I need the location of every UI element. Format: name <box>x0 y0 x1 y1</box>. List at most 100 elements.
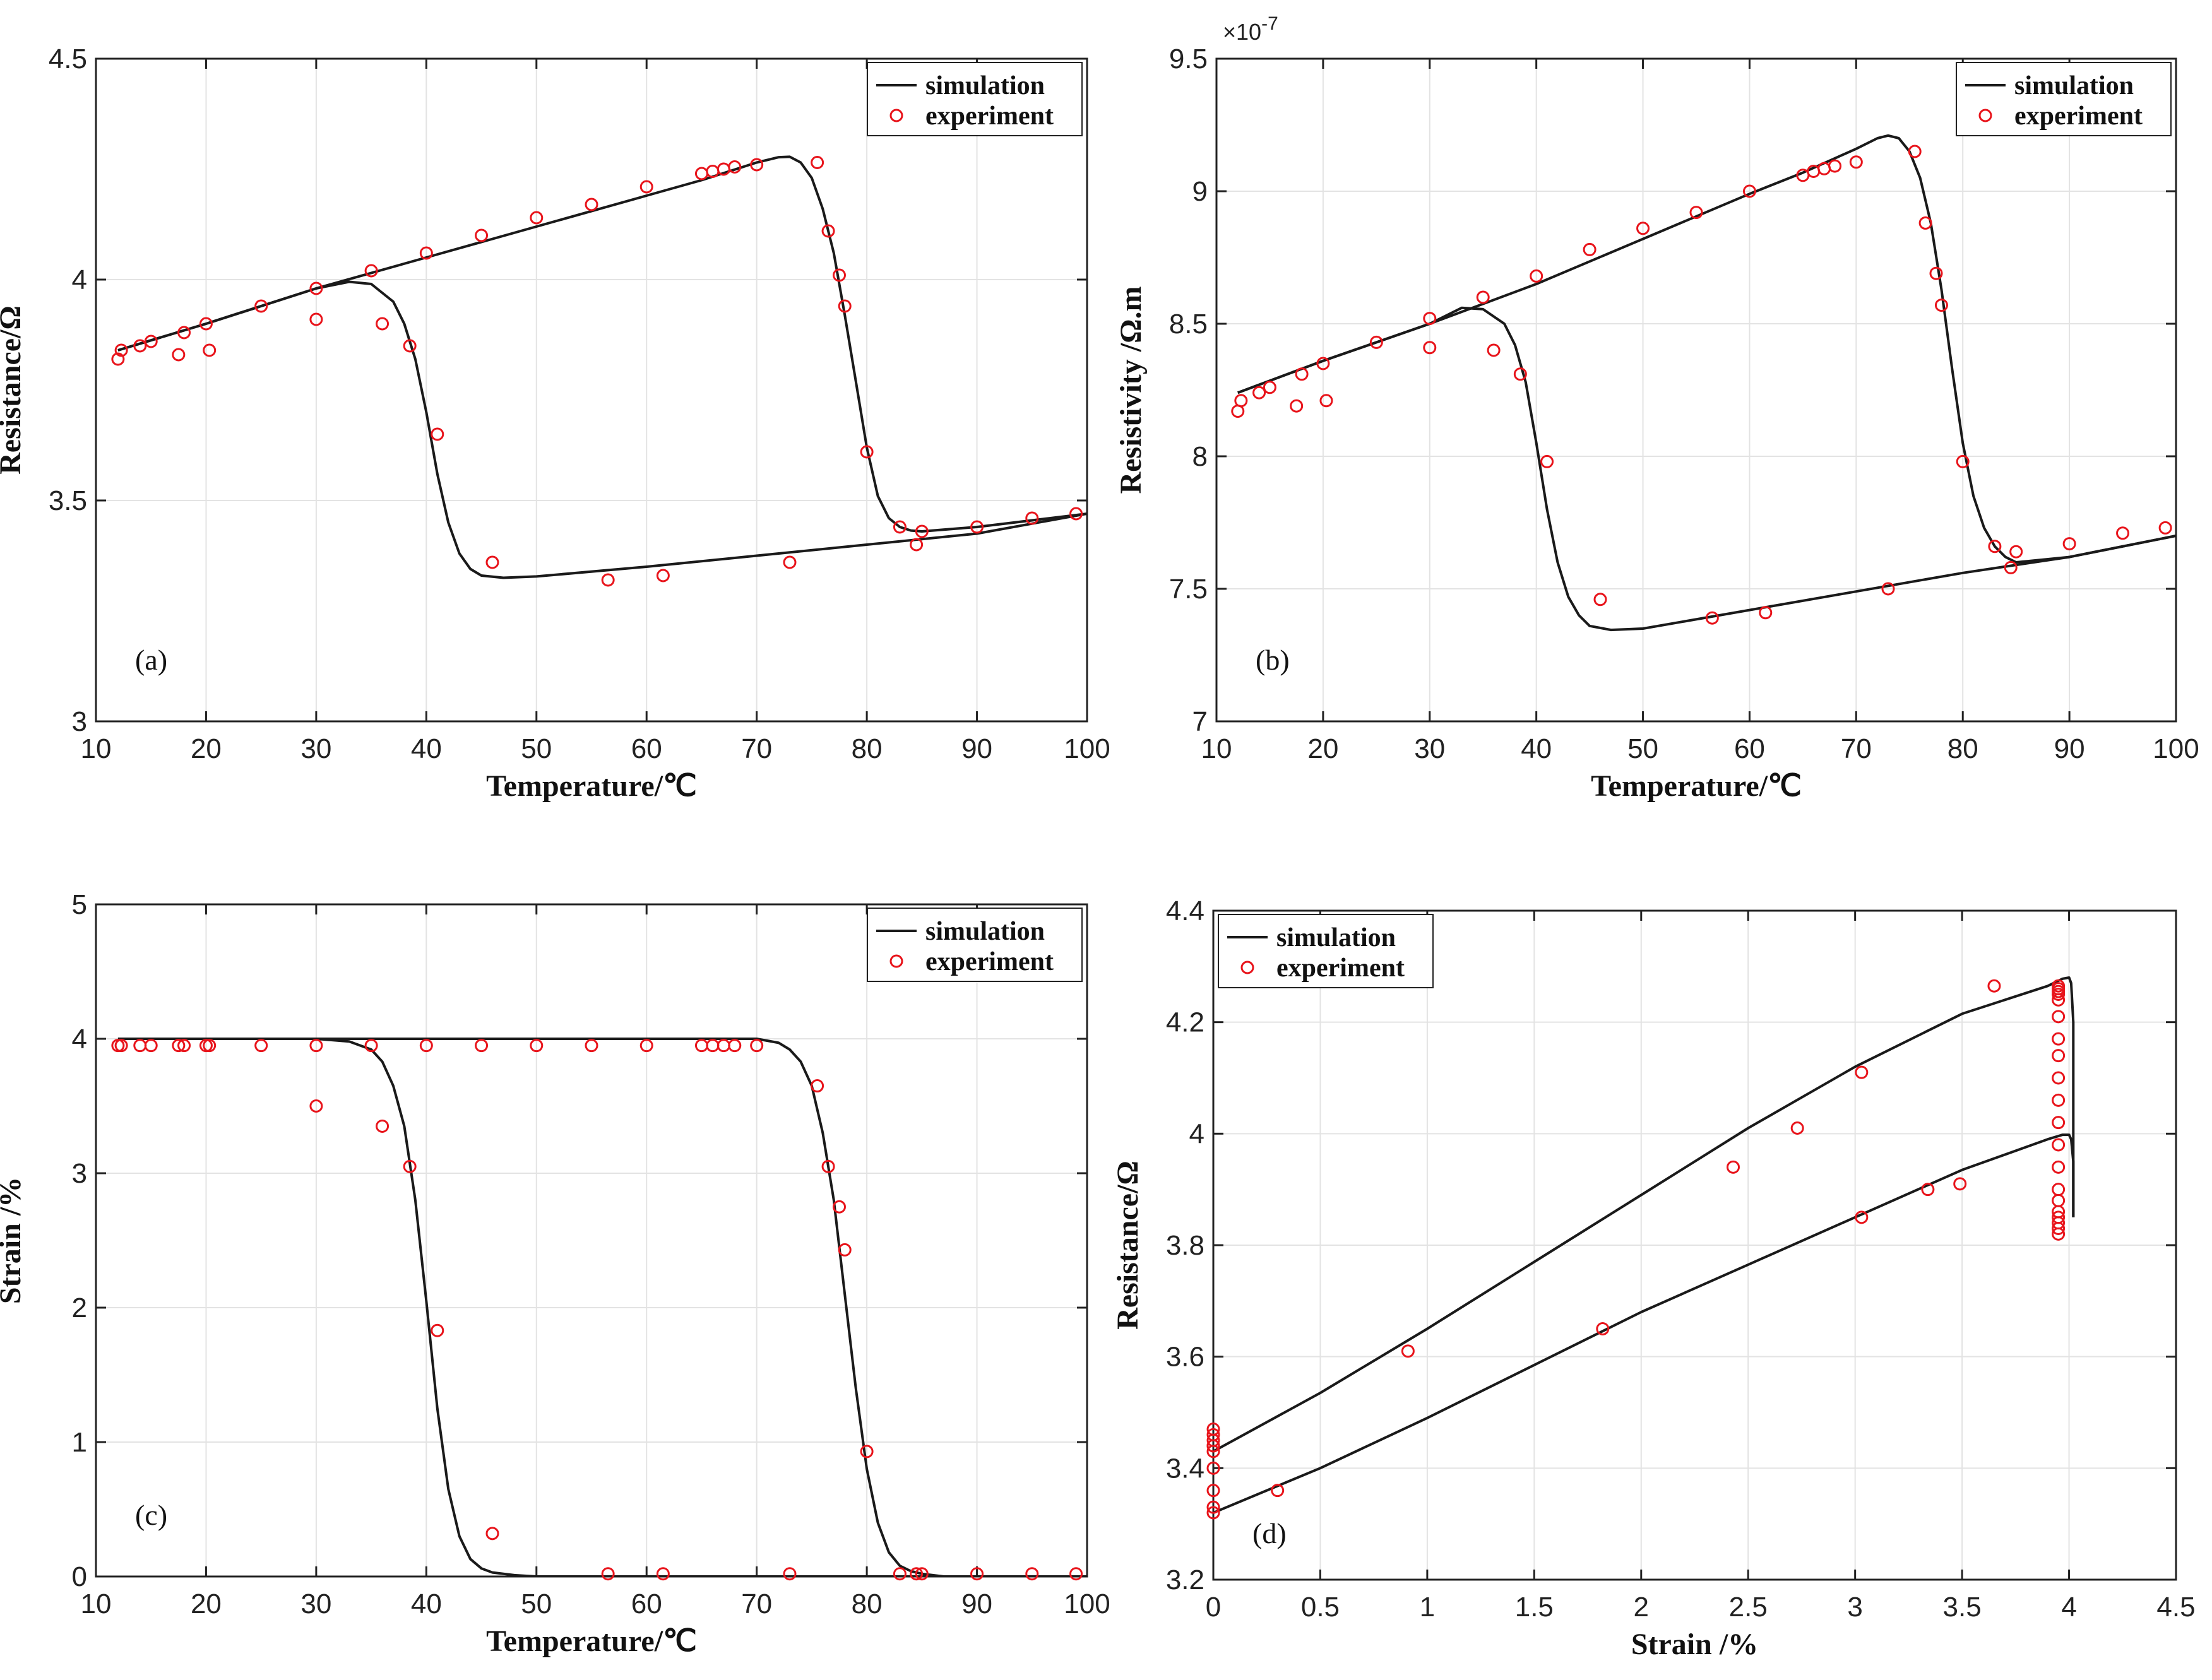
y-tick-label: 9.5 <box>1169 44 1208 74</box>
experiment-point <box>1263 381 1276 394</box>
y-tick-label: 8 <box>1192 441 1208 472</box>
experiment-point <box>1689 206 1703 220</box>
simulation-curve-2 <box>117 155 1087 533</box>
experiment-point <box>419 1039 433 1053</box>
experiment-point <box>1583 242 1597 256</box>
x-tick-label: 2.5 <box>1729 1592 1768 1623</box>
x-tick-label: 2 <box>1634 1592 1649 1623</box>
experiment-point <box>1206 1461 1220 1475</box>
experiment-point <box>910 1567 924 1581</box>
experiment-point <box>203 343 217 357</box>
y-tick-label: 2 <box>72 1293 87 1323</box>
experiment-point <box>585 1039 598 1053</box>
experiment-point <box>1206 1428 1220 1441</box>
experiment-point <box>1231 405 1245 418</box>
experiment-point <box>1401 1344 1415 1358</box>
legend-experiment-swatch <box>1978 109 1992 122</box>
experiment-point <box>1828 159 1842 173</box>
legend-box <box>867 62 1083 136</box>
experiment-point <box>1817 162 1831 175</box>
experiment-point <box>2052 1093 2066 1107</box>
x-tick-label: 80 <box>1947 733 1978 764</box>
x-tick-label: 10 <box>81 1588 112 1619</box>
experiment-point <box>114 1039 128 1053</box>
experiment-point <box>1855 1210 1869 1224</box>
x-tick-label: 90 <box>2054 733 2085 764</box>
experiment-point <box>254 299 268 313</box>
experiment-point <box>1206 1506 1220 1520</box>
experiment-point <box>2004 560 2018 574</box>
experiment-point <box>1849 155 1863 169</box>
experiment-point <box>706 1039 720 1053</box>
experiment-point <box>728 1039 742 1053</box>
y-axis-label: Resistance/Ω <box>0 305 27 475</box>
y-axis-label: Strain /% <box>0 1177 27 1304</box>
experiment-point <box>177 1039 191 1053</box>
experiment-point <box>860 445 874 459</box>
experiment-point <box>431 1323 444 1337</box>
x-tick-label: 70 <box>1841 733 1872 764</box>
panel-b: 10 20 30 40 50 60 70 80 90 100 7 7.5 8 8.5 9 9.5 ×10-7 Te… <box>1114 13 2199 803</box>
experiment-point <box>1530 269 1543 283</box>
x-axis-label: Temperature/℃ <box>486 1624 697 1658</box>
x-tick-label: 50 <box>521 1588 552 1619</box>
x-tick-label: 60 <box>1734 733 1765 764</box>
experiment-point <box>1855 1065 1869 1079</box>
experiment-point <box>1929 266 1943 280</box>
experiment-point <box>144 334 158 348</box>
experiment-point <box>403 339 417 353</box>
experiment-point <box>1918 216 1932 230</box>
y-tick-label: 3.8 <box>1166 1230 1204 1261</box>
experiment-point <box>728 160 742 174</box>
x-axis-label: Temperature/℃ <box>1591 769 1802 803</box>
x-axis-label: Strain /% <box>1631 1628 1758 1661</box>
experiment-point <box>585 198 598 211</box>
experiment-point <box>2052 1010 2066 1024</box>
experiment-point <box>2052 1049 2066 1063</box>
experiment-point <box>1476 290 1490 304</box>
experiment-point <box>1319 394 1333 408</box>
simulation-curve-2 <box>1237 134 2176 564</box>
x-tick-label: 70 <box>741 733 772 764</box>
y-exponent-label: ×10-7 <box>1223 13 1278 45</box>
x-tick-label: 4 <box>2061 1592 2076 1623</box>
x-tick-label: 20 <box>191 1588 222 1619</box>
x-tick-label: 3.5 <box>1943 1592 1982 1623</box>
experiment-point <box>601 573 615 587</box>
legend-box <box>1956 62 2172 136</box>
experiment-point <box>1636 222 1650 235</box>
experiment-point <box>970 1567 984 1581</box>
experiment-point <box>2052 1160 2066 1174</box>
y-tick-label: 3.6 <box>1166 1342 1204 1373</box>
experiment-point <box>821 1159 835 1173</box>
y-tick-label: 3.2 <box>1166 1565 1204 1595</box>
experiment-point <box>1956 454 1970 468</box>
y-tick-label: 3.4 <box>1166 1453 1204 1484</box>
legend-simulation-label: simulation <box>1276 923 1396 952</box>
x-tick-label: 1.5 <box>1515 1592 1554 1623</box>
panel-tag-label: (c) <box>135 1499 167 1531</box>
experiment-point <box>376 317 389 331</box>
legend-experiment-label: experiment <box>925 947 1054 976</box>
experiment-point <box>203 1039 217 1053</box>
experiment-point <box>1790 1121 1804 1135</box>
x-tick-label: 40 <box>411 733 442 764</box>
y-tick-label: 4 <box>72 264 87 295</box>
panel-tag-label: (b) <box>1256 644 1290 676</box>
experiment-point <box>177 326 191 340</box>
experiment-point <box>309 281 323 295</box>
experiment-point <box>1881 582 1895 596</box>
experiment-point <box>172 1039 186 1053</box>
x-tick-label: 50 <box>521 733 552 764</box>
panel-tag-label: (a) <box>135 644 167 676</box>
x-tick-label: 100 <box>2153 733 2199 764</box>
experiment-point <box>1206 1500 1220 1514</box>
y-tick-label: 4.4 <box>1166 896 1204 926</box>
experiment-point <box>1540 454 1554 468</box>
y-tick-label: 8.5 <box>1169 309 1208 340</box>
legend-experiment-swatch <box>889 954 903 968</box>
experiment-point <box>639 1039 653 1053</box>
experiment-point <box>1025 511 1039 525</box>
experiment-point <box>2052 1138 2066 1152</box>
